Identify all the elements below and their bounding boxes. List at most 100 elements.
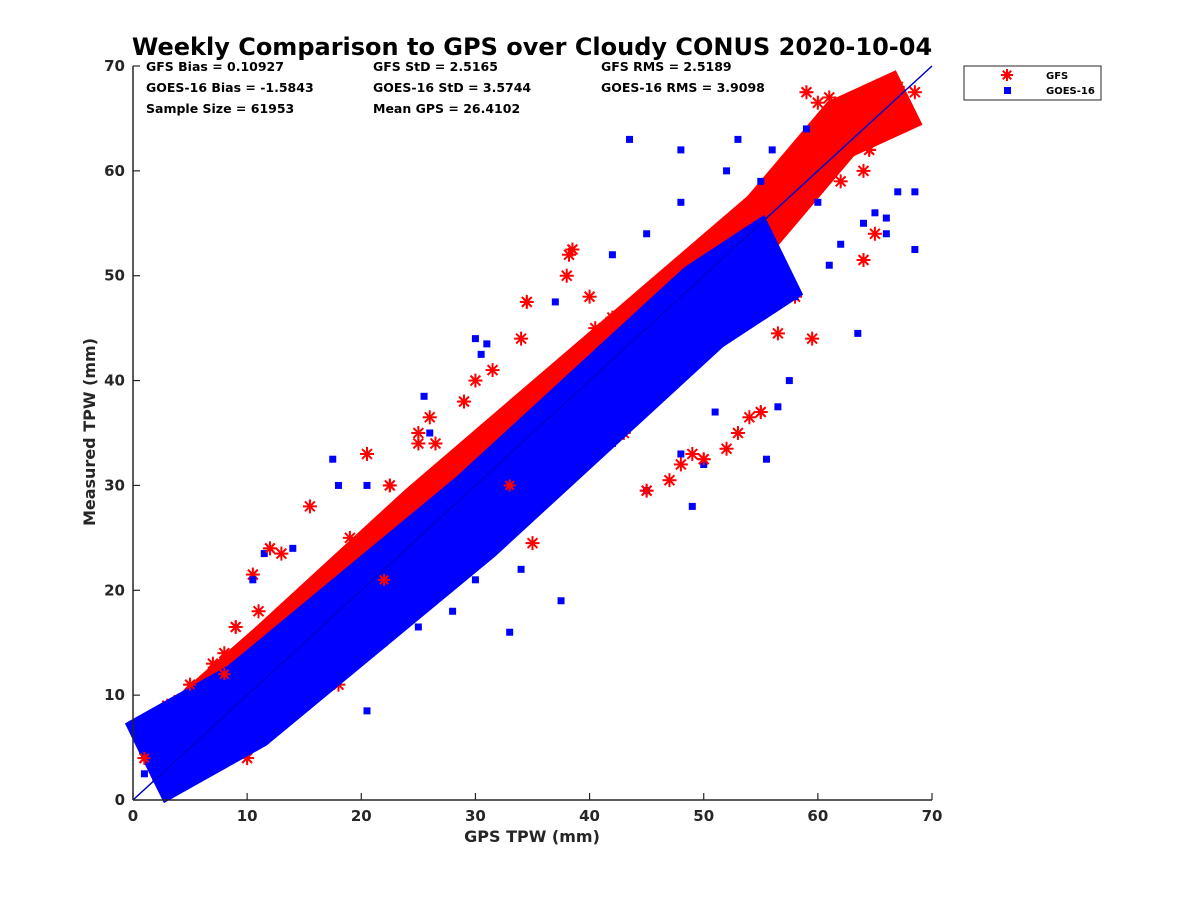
x-tick-label: 30 (465, 807, 486, 825)
goes16-point (249, 576, 257, 584)
legend: GFS GOES-16 (963, 65, 1102, 101)
goes16-point (643, 230, 651, 238)
gfs-point (730, 426, 745, 440)
mean-gps-label: Mean GPS = 26.4102 (373, 101, 520, 116)
gfs-point (805, 331, 820, 346)
goes16-point (471, 576, 479, 584)
goes16-point (677, 198, 685, 206)
legend-goes16-label: GOES-16 (1046, 86, 1095, 97)
goes16-point (483, 340, 491, 348)
gfs-point (719, 441, 734, 456)
gfs-point (359, 446, 374, 461)
goes16-point (608, 439, 616, 447)
goes16-point (363, 481, 371, 489)
goes16-point (557, 597, 565, 605)
y-tick-label: 30 (104, 476, 125, 494)
gfs-point (582, 289, 597, 304)
goes16-point (911, 246, 919, 253)
goes16-point (243, 733, 251, 741)
gfs-point (810, 95, 825, 110)
goes16-point (506, 628, 514, 636)
goes16-point (471, 335, 479, 343)
x-tick-label: 50 (693, 807, 714, 825)
gfs-point (302, 499, 317, 514)
goes16-point (420, 392, 428, 400)
stats-box: GFS Bias = 0.10927 GFS StD = 2.5165 GFS … (146, 59, 765, 116)
goes16-std-label: GOES-16 StD = 3.5744 (373, 80, 531, 95)
y-tick-label: 40 (104, 372, 125, 390)
gfs-point (485, 363, 500, 378)
gfs-point (857, 253, 870, 266)
goes16-point (774, 403, 782, 411)
gfs-std-label: GFS StD = 2.5165 (373, 59, 498, 74)
gfs-point (856, 163, 871, 178)
gfs-point (816, 132, 831, 147)
legend-box (963, 65, 1102, 101)
gfs-point (503, 479, 516, 492)
gfs-point (793, 153, 808, 168)
gfs-point (383, 479, 396, 492)
gfs-point (468, 373, 483, 388)
goes16-point (283, 702, 291, 710)
gfs-point (754, 406, 767, 419)
goes16-point (626, 135, 634, 143)
goes16-point (426, 429, 434, 437)
reference-line (132, 65, 933, 801)
goes16-point (266, 702, 274, 710)
goes16-point (688, 502, 696, 510)
gfs-point (697, 453, 710, 466)
goes16-point (140, 770, 148, 778)
goes16-point (517, 565, 525, 573)
gfs-point (873, 90, 888, 105)
goes16-point (329, 455, 337, 463)
goes16-point (825, 261, 833, 269)
y-tick-label: 20 (104, 581, 125, 599)
gfs-point (742, 410, 757, 425)
y-tick-label: 60 (104, 162, 125, 180)
goes16-bias-label: GOES-16 Bias = -1.5843 (146, 80, 314, 95)
goes16-point (894, 188, 902, 196)
gfs-point (850, 90, 865, 105)
gfs-point (833, 174, 848, 189)
gfs-point (662, 473, 677, 488)
gfs-point (640, 484, 653, 497)
x-tick-label: 40 (579, 807, 600, 825)
gfs-point (520, 295, 533, 308)
goes16-rms-label: GOES-16 RMS = 3.9098 (601, 80, 765, 95)
axes: 0 10 20 30 40 50 60 70 0 10 20 30 40 50 60 70 (104, 57, 942, 825)
goes16-point (882, 230, 890, 238)
goes16-point (608, 251, 616, 259)
legend-gfs-marker (1001, 69, 1013, 81)
goes16-point (677, 450, 685, 458)
gfs-point (800, 86, 813, 99)
goes16-point (762, 455, 770, 463)
gfs-point (588, 321, 603, 336)
goes16-point (837, 240, 845, 248)
goes16-point (871, 209, 879, 217)
goes16-point (380, 639, 388, 647)
gfs-point (907, 85, 922, 100)
chart-title: Weekly Comparison to GPS over Cloudy CON… (132, 33, 932, 61)
gfs-point (411, 426, 426, 440)
sample-size-label: Sample Size = 61953 (146, 101, 294, 116)
legend-gfs-asterisk (1001, 69, 1013, 81)
gfs-point (673, 457, 688, 472)
gfs-point (217, 646, 232, 661)
goes16-point (734, 135, 742, 143)
x-tick-label: 0 (128, 807, 138, 825)
x-tick-label: 60 (807, 807, 828, 825)
goes16-point (334, 481, 342, 489)
gfs-rms-label: GFS RMS = 2.5189 (601, 59, 732, 74)
gfs-point (536, 373, 551, 388)
gfs-point (559, 268, 574, 283)
gfs-point (138, 752, 151, 765)
plot-area (124, 65, 933, 804)
gfs-point (822, 90, 837, 105)
goes16-point (323, 681, 331, 689)
gfs-point (566, 243, 579, 256)
gfs-point (605, 310, 620, 325)
goes16-point (477, 350, 485, 358)
gfs-point (274, 546, 289, 561)
gfs-point (263, 542, 276, 555)
